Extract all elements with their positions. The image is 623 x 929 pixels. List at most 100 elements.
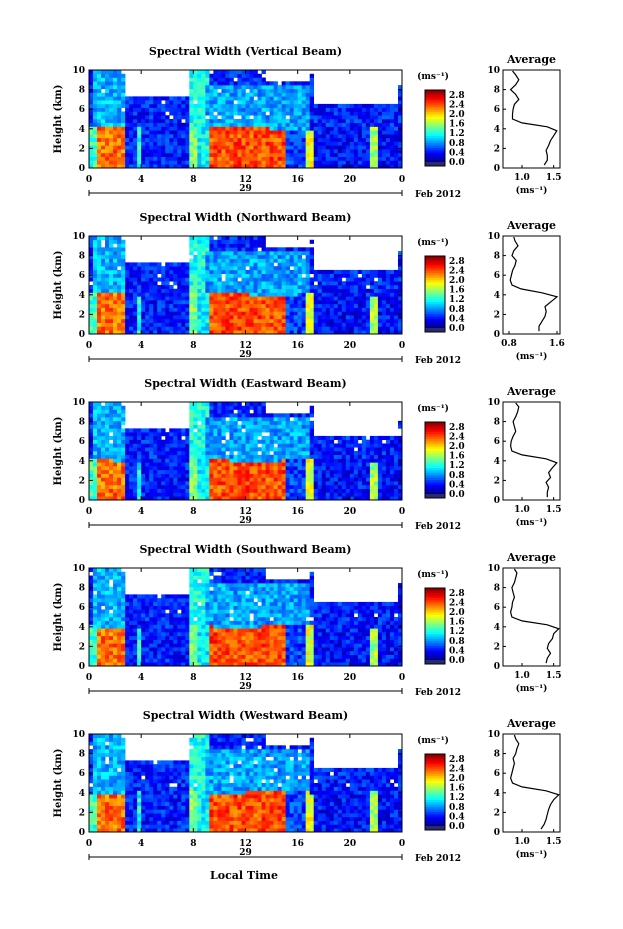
heatmap-cell: [253, 435, 258, 440]
heatmap-cell: [289, 141, 294, 146]
heatmap-cell: [261, 149, 266, 154]
heatmap-cell: [333, 315, 339, 320]
heatmap-cell: [233, 141, 238, 146]
heatmap-cell: [285, 160, 290, 165]
heatmap-cell: [265, 443, 270, 448]
heatmap-cell: [361, 296, 367, 301]
heatmap-cell: [113, 134, 118, 139]
heatmap-cell: [189, 269, 194, 274]
heatmap-cell: [197, 473, 202, 478]
heatmap-cell: [345, 137, 351, 142]
heatmap-cell: [265, 428, 270, 433]
day-label: 29: [239, 184, 252, 194]
heatmap-cell: [237, 492, 242, 497]
heatmap-cell: [233, 296, 238, 301]
heatmap-cell: [257, 251, 262, 256]
heatmap-cell: [253, 477, 258, 482]
heatmap-cell: [349, 481, 355, 486]
heatmap-cell: [309, 73, 315, 78]
heatmap-cell: [221, 119, 226, 124]
heatmap-cell: [217, 300, 222, 305]
heatmap-cell: [209, 285, 214, 290]
heatmap-cell: [101, 326, 106, 331]
heatmap-cell: [133, 107, 138, 112]
heatmap-cell: [177, 107, 182, 112]
heatmap-cell: [189, 258, 194, 263]
heatmap-cell: [369, 126, 375, 131]
heatmap-cell: [169, 277, 174, 282]
heatmap-cell: [301, 269, 306, 274]
heatmap-cell: [169, 322, 174, 327]
heatmap-cell: [241, 103, 246, 108]
heatmap-cell: [89, 451, 94, 456]
heatmap-cell: [169, 458, 174, 463]
heatmap-cell: [97, 96, 102, 101]
heatmap-cell: [281, 496, 286, 501]
heatmap-cell: [121, 454, 126, 459]
heatmap-cell: [125, 303, 130, 308]
heatmap-cell: [285, 318, 290, 323]
heatmap-cell: [197, 285, 202, 290]
heatmap-cell: [213, 492, 218, 497]
heatmap-cell: [269, 296, 274, 301]
heatmap-cell: [257, 73, 262, 78]
heatmap-cell: [389, 141, 395, 146]
heatmap-cell: [237, 322, 242, 327]
heatmap-cell: [349, 466, 355, 471]
heatmap-cell: [229, 281, 234, 286]
heatmap-cell: [245, 303, 250, 308]
heatmap-cell: [313, 300, 319, 305]
heatmap-cell: [105, 126, 110, 131]
heatmap-cell: [105, 160, 110, 165]
heatmap-cell: [325, 152, 331, 157]
heatmap-cell: [93, 307, 98, 312]
heatmap-cell: [237, 428, 242, 433]
heatmap-cell: [105, 107, 110, 112]
heatmap-cell: [281, 484, 286, 489]
heatmap-cell: [253, 300, 258, 305]
heatmap-cell: [145, 160, 150, 165]
heatmap-cell: [185, 330, 190, 335]
heatmap-cell: [189, 307, 194, 312]
heatmap-cell: [189, 420, 194, 425]
heatmap-cell: [129, 266, 134, 271]
heatmap-cell: [193, 141, 198, 146]
heatmap-cell: [397, 281, 403, 286]
heatmap-cell: [197, 88, 202, 93]
heatmap-cell: [161, 447, 166, 452]
heatmap-cell: [157, 107, 162, 112]
heatmap-cell: [285, 439, 290, 444]
heatmap-cell: [141, 307, 146, 312]
heatmap-cell: [225, 152, 230, 157]
heatmap-cell: [305, 488, 310, 493]
heatmap-cell: [285, 432, 290, 437]
heatmap-cell: [337, 481, 343, 486]
heatmap-cell: [93, 420, 98, 425]
heatmap-cell: [169, 492, 174, 497]
heatmap-cell: [317, 300, 323, 305]
heatmap-cell: [149, 322, 154, 327]
heatmap-cell: [393, 107, 399, 112]
heatmap-cell: [345, 439, 351, 444]
heatmap-cell: [261, 428, 266, 433]
heatmap-cell: [253, 141, 258, 146]
heatmap-cell: [229, 488, 234, 493]
heatmap-cell: [297, 330, 302, 335]
heatmap-cell: [285, 156, 290, 161]
heatmap-cell: [205, 119, 210, 124]
heatmap-cell: [329, 439, 335, 444]
heatmap-cell: [293, 156, 298, 161]
heatmap-cell: [333, 451, 339, 456]
heatmap-cell: [313, 288, 319, 293]
heatmap-cell: [97, 402, 102, 407]
heatmap-cell: [213, 134, 218, 139]
heatmap-cell: [269, 318, 274, 323]
heatmap-cell: [297, 451, 302, 456]
heatmap-cell: [241, 243, 246, 248]
heatmap-cell: [185, 432, 190, 437]
heatmap-cell: [97, 254, 102, 259]
heatmap-cell: [373, 119, 379, 124]
heatmap-cell: [277, 156, 282, 161]
heatmap-cell: [297, 413, 302, 418]
